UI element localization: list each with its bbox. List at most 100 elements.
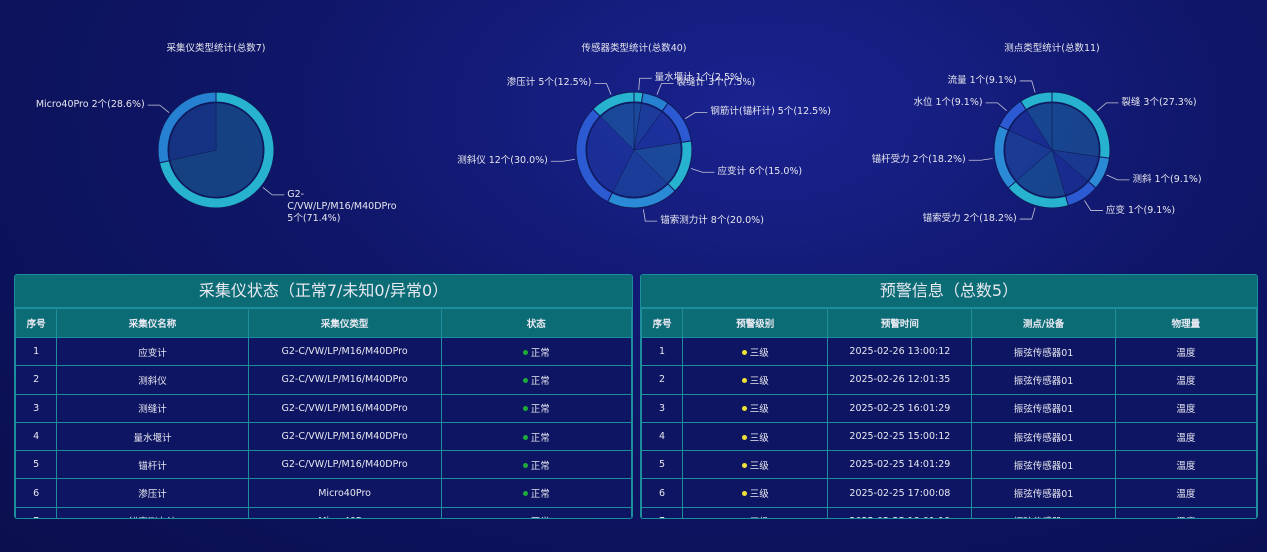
table-cell: 正常: [440, 421, 632, 452]
data-label: 锚索测力计 8个(20.0%): [660, 215, 764, 227]
leader-line: [1097, 102, 1119, 112]
data-label: G2-C/VW/LP/M16/M40DPro 5个(71.4%): [287, 188, 397, 224]
chart-title: 测点类型统计(总数11): [1004, 43, 1100, 54]
table-cell: 2025-02-25 18:01:19: [827, 506, 973, 518]
cell-text: 测缝计: [138, 404, 167, 416]
pie-slice: [168, 102, 217, 161]
table-row: 2 三级 2025-02-26 12:01:35 振弦传感器01 温度: [641, 365, 1257, 395]
pie-charts: [147, 77, 1130, 222]
status-dot: [522, 462, 528, 468]
leader-line: [1084, 200, 1103, 211]
cell-text: Micro40Pro: [318, 516, 371, 518]
data-label: 裂缝计 3个(7.5%): [676, 77, 756, 89]
table-cell: 温度: [1114, 478, 1257, 508]
table-cell: 温度: [1114, 506, 1257, 518]
data-label: 水位 1个(9.1%): [913, 96, 983, 108]
table-cell: 6: [641, 478, 684, 508]
cell-text: 三级: [749, 432, 769, 444]
cell-text: 4: [33, 431, 40, 443]
pie-slice: [612, 149, 668, 198]
column-header: 采集仪类型: [247, 308, 442, 338]
table-cell: 正常: [440, 478, 632, 508]
pie-slice: [1051, 102, 1100, 157]
pie-slice: [586, 116, 635, 193]
cell-text: 3: [33, 402, 40, 414]
table-cell: Micro40Pro: [247, 478, 442, 508]
data-label: 锚索受力 2个(18.2%): [922, 213, 1017, 225]
cell-text: 测斜仪: [138, 375, 167, 387]
table-row: 5 锚杆计 G2-C/VW/LP/M16/M40DPro 正常: [15, 450, 632, 480]
table-row: 4 量水堰计 G2-C/VW/LP/M16/M40DPro 正常: [15, 421, 632, 452]
table-row: 3 测缝计 G2-C/VW/LP/M16/M40DPro 正常: [15, 393, 632, 423]
table-row: 6 三级 2025-02-25 17:00:08 振弦传感器01 温度: [641, 478, 1257, 508]
cell-text: 正常: [530, 347, 550, 359]
table-cell: G2-C/VW/LP/M16/M40DPro: [247, 393, 442, 423]
status-dot: [522, 377, 528, 383]
table-cell: 温度: [1114, 450, 1257, 480]
cell-text: 5: [33, 459, 40, 471]
table-cell: G2-C/VW/LP/M16/M40DPro: [247, 421, 442, 452]
table-cell: Micro40Pro: [247, 506, 442, 518]
cell-text: 6: [33, 487, 40, 499]
table-panel: 预警信息（总数5） 序号 预警级别 预警时间 测点/设备 物理量 1 三级 2025-02-26…: [640, 274, 1258, 519]
table-cell: 振弦传感器01: [971, 336, 1116, 367]
cell-text: 2025-02-26 12:01:35: [849, 374, 951, 386]
status-dot: [522, 349, 528, 355]
pie-slice: [1016, 149, 1066, 198]
cell-text: G2-C/VW/LP/M16/M40DPro: [281, 431, 408, 443]
leader-line: [1019, 207, 1036, 220]
table-cell: 锚杆计: [56, 450, 249, 480]
data-label: Micro40Pro 2个(28.6%): [35, 99, 145, 111]
table-title: 预警信息（总数5）: [641, 275, 1257, 308]
column-header: 预警时间: [827, 308, 973, 338]
cell-text: 锚杆计: [138, 460, 167, 472]
column-header: 序号: [641, 308, 684, 338]
table-cell: 2025-02-26 12:01:35: [827, 365, 973, 395]
leader-line: [642, 209, 658, 222]
table-cell: 正常: [440, 393, 632, 423]
table-cell: 渗压计: [56, 478, 249, 508]
leader-line: [690, 168, 715, 173]
table-cell: 振弦传感器01: [971, 365, 1116, 395]
table-cell: 测斜仪: [56, 365, 249, 395]
table-cell: 3: [15, 393, 58, 423]
column-header: 状态: [440, 308, 632, 338]
cell-text: 4: [659, 431, 666, 443]
leader-line: [1106, 174, 1130, 181]
table-cell: 正常: [440, 336, 632, 367]
leader-line: [968, 158, 993, 161]
table-cell: 3: [641, 393, 684, 423]
table-cell: G2-C/VW/LP/M16/M40DPro: [247, 365, 442, 395]
data-label: 量水堰计 1个(2.5%): [654, 72, 743, 84]
status-dot: [741, 377, 747, 383]
table-row: 1 三级 2025-02-26 13:00:12 振弦传感器01 温度: [641, 336, 1257, 367]
cell-text: 2: [659, 374, 666, 386]
cell-text: 振弦传感器01: [1013, 432, 1074, 444]
cell-text: 7: [659, 516, 665, 518]
cell-text: 锚索测力计: [129, 517, 177, 518]
table-cell: 振弦传感器01: [971, 506, 1116, 518]
cell-text: 三级: [749, 347, 769, 359]
cell-text: 温度: [1176, 347, 1196, 359]
pie-slice: [1026, 102, 1053, 151]
pie-slice: [600, 102, 635, 151]
cell-text: 温度: [1176, 489, 1196, 501]
header-row: 序号 预警级别 预警时间 测点/设备 物理量: [641, 308, 1257, 338]
table-cell: 2025-02-25 14:01:29: [827, 450, 973, 480]
table-cell: 温度: [1114, 421, 1257, 452]
table: 序号 预警级别 预警时间 测点/设备 物理量 1 三级 2025-02-26 13:00:12…: [641, 308, 1257, 518]
table-row: 2 测斜仪 G2-C/VW/LP/M16/M40DPro 正常: [15, 365, 632, 395]
table-cell: 温度: [1114, 365, 1257, 395]
table-row: 3 三级 2025-02-25 16:01:29 振弦传感器01 温度: [641, 393, 1257, 423]
table-cell: 2025-02-25 16:01:29: [827, 393, 973, 423]
table-cell: 1: [641, 336, 684, 367]
table-cell: 应变计: [56, 336, 249, 367]
cell-text: 3: [659, 402, 666, 414]
table-cell: 正常: [440, 506, 632, 518]
table-cell: 4: [15, 421, 58, 452]
leader-line: [550, 158, 575, 162]
cell-text: 正常: [531, 517, 550, 518]
table-cell: 三级: [682, 478, 829, 508]
table: 序号 采集仪名称 采集仪类型 状态 1 应变计 G2-C/VW/LP/M16/M40DPro…: [15, 308, 632, 518]
table-cell: 2025-02-26 13:00:12: [827, 336, 973, 367]
